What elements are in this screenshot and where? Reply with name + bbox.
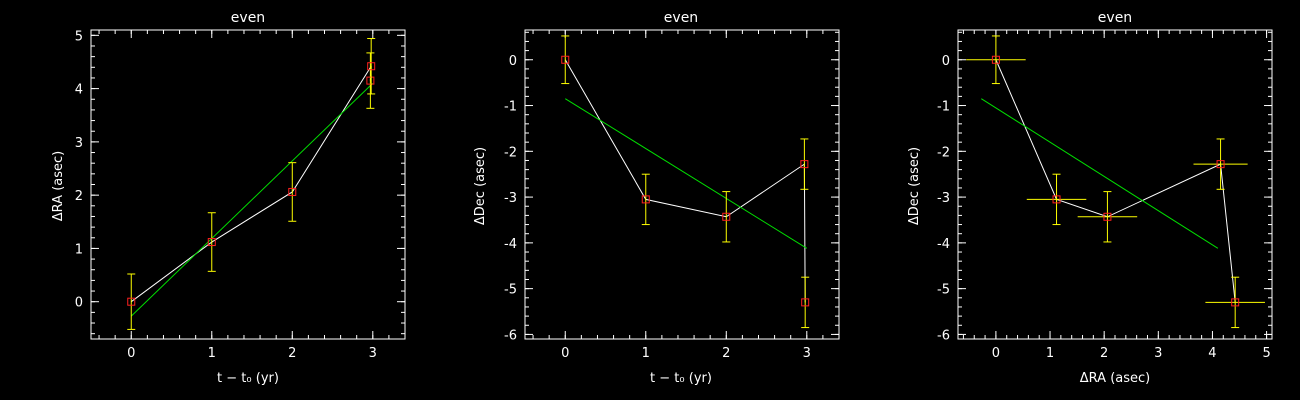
x-tick-label: 1: [208, 346, 216, 361]
x-tick-label: 2: [1100, 346, 1108, 361]
y-axis-label: ΔDec (asec): [907, 147, 922, 225]
data-point-marker: [561, 55, 570, 64]
x-tick-label: 4: [1208, 346, 1216, 361]
data-point-marker: [801, 298, 810, 307]
y-tick-label: 0: [509, 54, 517, 69]
y-tick-label: -6: [937, 328, 950, 343]
data-point-marker: [722, 212, 731, 221]
y-tick-label: -3: [504, 191, 517, 206]
data-point-marker: [288, 187, 297, 196]
y-tick-label: 5: [75, 29, 83, 44]
panel-title: even: [231, 10, 265, 26]
y-axis-label: ΔRA (asec): [51, 151, 66, 221]
data-path-line: [995, 59, 1236, 303]
plot-frame: [957, 29, 1273, 340]
panel-ra-vs-time: even t − t₀ (yr) ΔRA (asec) 0 1 2 3 0 1 2 3 4 5: [51, 10, 406, 386]
y-tick-label: -2: [937, 145, 950, 160]
panel-dec-vs-time: even t − t₀ (yr) ΔDec (asec) 0 1 2 3 -6 -5 -4 -…: [473, 10, 840, 386]
x-tick-label: 5: [1262, 346, 1270, 361]
data-point-marker: [800, 160, 809, 169]
panel-dec-vs-ra: even ΔRA (asec) ΔDec (asec) 0 1 2 3 4 5 -6 -5 -4…: [907, 10, 1273, 386]
y-tick-label: -5: [504, 283, 517, 298]
data-point-marker: [367, 62, 376, 71]
panel-title: even: [1098, 10, 1132, 26]
data-path-line: [564, 59, 806, 303]
plot-frame: [524, 29, 840, 340]
y-tick-label: -4: [504, 237, 517, 252]
y-tick-label: -2: [504, 145, 517, 160]
x-tick-label: 0: [561, 346, 569, 361]
fit-line: [981, 98, 1219, 249]
x-tick-label: 0: [992, 346, 1000, 361]
fit-line: [130, 82, 374, 317]
x-axis-label: t − t₀ (yr): [650, 371, 712, 386]
data-point-marker: [1052, 195, 1061, 204]
y-tick-label: 4: [75, 83, 83, 98]
x-tick-label: 1: [1046, 346, 1054, 361]
y-tick-label: -5: [937, 283, 950, 298]
y-tick-label: 0: [942, 54, 950, 69]
x-tick-label: 2: [288, 346, 296, 361]
data-point-marker: [127, 297, 136, 306]
data-path-line: [130, 65, 372, 303]
data-point-marker: [1216, 160, 1225, 169]
y-tick-label: 3: [75, 136, 83, 151]
y-tick-label: 1: [75, 242, 83, 257]
y-tick-label: -1: [937, 100, 950, 115]
x-tick-label: 0: [127, 346, 135, 361]
data-point-marker: [1103, 212, 1112, 221]
y-axis-label: ΔDec (asec): [473, 147, 488, 225]
x-tick-label: 2: [722, 346, 730, 361]
data-point-marker: [1231, 298, 1240, 307]
data-point-marker: [991, 55, 1000, 64]
x-tick-label: 1: [642, 346, 650, 361]
x-tick-label: 3: [803, 346, 811, 361]
panel-title: even: [664, 10, 698, 26]
fit-line: [564, 98, 808, 249]
data-point-marker: [366, 76, 375, 85]
x-axis-label: t − t₀ (yr): [217, 371, 279, 386]
data-point-marker: [207, 238, 216, 247]
y-tick-label: 0: [75, 296, 83, 311]
plot-frame: [90, 29, 406, 340]
y-tick-label: -1: [504, 100, 517, 115]
y-tick-label: -4: [937, 237, 950, 252]
y-tick-label: -6: [504, 328, 517, 343]
y-tick-label: 2: [75, 189, 83, 204]
x-tick-label: 3: [1154, 346, 1162, 361]
x-axis-label: ΔRA (asec): [1080, 371, 1150, 386]
data-point-marker: [641, 195, 650, 204]
x-tick-label: 3: [369, 346, 377, 361]
y-tick-label: -3: [937, 191, 950, 206]
